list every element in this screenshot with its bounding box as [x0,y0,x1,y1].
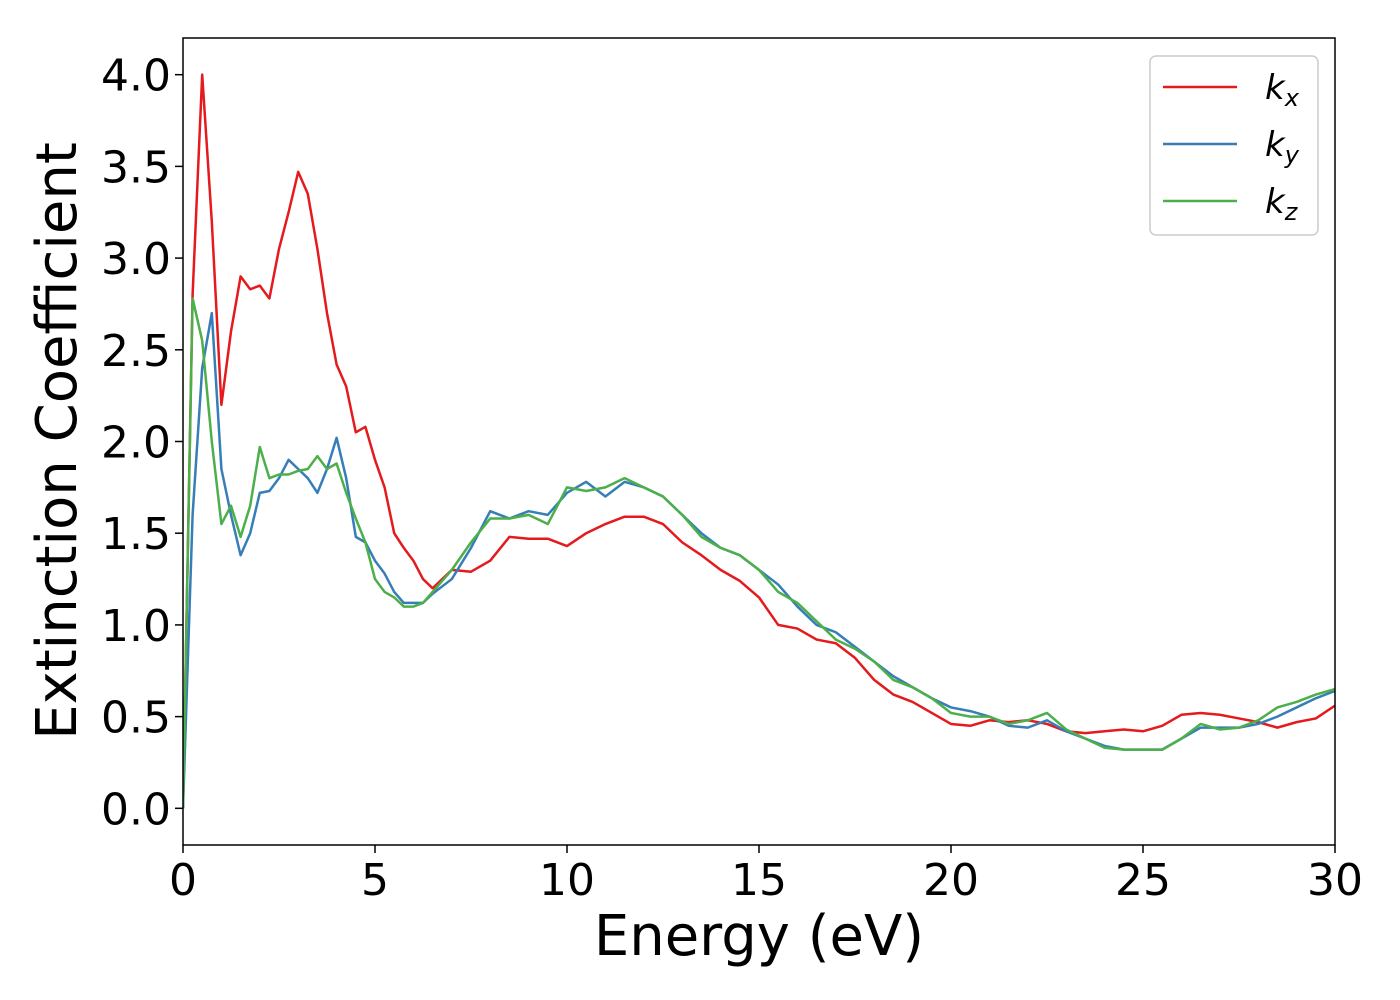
x-axis-label: Energy (eV) [594,904,924,969]
x-tick-label: 25 [1115,855,1171,906]
y-tick-label: 2.0 [101,418,171,469]
legend-box [1149,55,1319,236]
line-series [183,311,1335,809]
legend-label: ky [1265,125,1300,169]
y-tick-label: 4.0 [101,51,171,102]
x-tick-label: 10 [539,855,595,906]
line-series [183,73,1335,809]
x-tick-label: 15 [731,855,787,906]
y-tick-label: 1.5 [101,509,171,560]
x-tick-label: 5 [361,855,389,906]
line-series [183,297,1335,809]
x-tick-label: 20 [923,855,979,906]
y-axis-label: Extinction Coefficient [25,142,90,740]
x-tick-label: 30 [1307,855,1363,906]
plot-area [183,73,1335,809]
y-tick-label: 3.5 [101,142,171,193]
legend-label: kx [1265,68,1300,112]
y-tick-label: 0.0 [101,784,171,835]
y-tick-label: 0.5 [101,693,171,744]
x-tick-label: 0 [169,855,197,906]
y-tick-label: 1.0 [101,601,171,652]
y-tick-label: 2.5 [101,326,171,377]
y-tick-label: 3.0 [101,234,171,285]
legend-label: kz [1265,182,1299,226]
plot-frame [182,37,1336,846]
